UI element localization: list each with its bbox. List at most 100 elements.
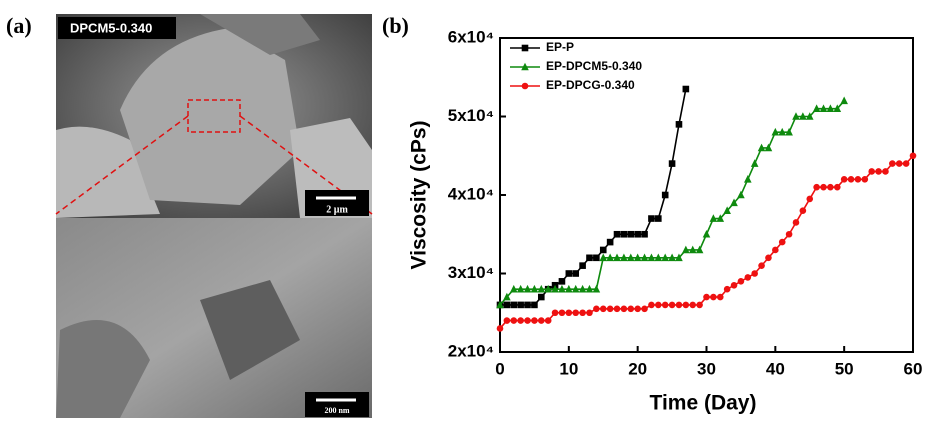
x-axis-label: Time (Day) xyxy=(650,392,757,415)
y-tick-label: 6x10⁴ xyxy=(448,27,494,46)
point xyxy=(731,282,738,289)
legend-label: EP-DPCG-0.340 xyxy=(546,78,635,92)
point xyxy=(517,302,524,309)
point xyxy=(614,231,621,238)
point xyxy=(813,184,820,191)
point xyxy=(724,286,731,293)
point xyxy=(683,86,690,93)
point xyxy=(641,306,648,313)
point xyxy=(703,230,711,238)
point xyxy=(634,306,641,313)
point xyxy=(621,306,628,313)
figure: (a) DPCM5-0.340 2 µm 200 nm (b) Time (Da… xyxy=(0,0,928,418)
point xyxy=(600,306,607,313)
y-tick-label: 5x10⁴ xyxy=(448,106,494,125)
point xyxy=(497,325,504,332)
point xyxy=(772,247,779,254)
point xyxy=(566,309,573,316)
sem-label: DPCM5-0.340 xyxy=(70,20,152,35)
point xyxy=(903,160,910,167)
point xyxy=(566,270,573,277)
point xyxy=(655,302,662,309)
point xyxy=(848,176,855,183)
point xyxy=(862,176,869,183)
point xyxy=(504,317,511,324)
legend-label: EP-P xyxy=(546,40,574,54)
point xyxy=(538,317,545,324)
x-tick-label: 40 xyxy=(766,359,785,378)
y-tick-label: 4x10⁴ xyxy=(448,184,494,203)
point xyxy=(882,168,889,175)
point xyxy=(703,294,710,301)
panel-label: (a) xyxy=(6,13,32,38)
point xyxy=(834,184,841,191)
y-axis-label: Viscosity (cPs) xyxy=(408,120,431,269)
point xyxy=(662,192,669,199)
point xyxy=(765,254,772,261)
point xyxy=(744,175,752,183)
point xyxy=(614,306,621,313)
x-tick-label: 30 xyxy=(697,359,716,378)
point xyxy=(751,159,759,167)
point xyxy=(593,255,600,262)
point xyxy=(607,306,614,313)
point xyxy=(504,302,511,309)
point xyxy=(806,196,813,203)
point xyxy=(559,309,566,316)
point xyxy=(820,184,827,191)
y-tick-label: 3x10⁴ xyxy=(448,263,494,282)
panel-label: (b) xyxy=(382,13,409,38)
point xyxy=(538,294,545,301)
point xyxy=(607,239,614,246)
point xyxy=(579,262,586,269)
point xyxy=(648,215,655,222)
point xyxy=(696,302,703,309)
point xyxy=(510,317,517,324)
x-tick-label: 10 xyxy=(559,359,578,378)
point xyxy=(683,302,690,309)
point xyxy=(648,302,655,309)
point xyxy=(510,302,517,309)
point xyxy=(737,191,745,199)
point xyxy=(710,294,717,301)
point xyxy=(779,239,786,246)
point xyxy=(517,317,524,324)
point xyxy=(524,317,531,324)
point xyxy=(600,247,607,254)
point xyxy=(676,302,683,309)
point xyxy=(758,262,765,269)
point xyxy=(552,309,559,316)
x-tick-label: 60 xyxy=(904,359,923,378)
point xyxy=(841,176,848,183)
legend-marker xyxy=(522,45,529,52)
point xyxy=(793,219,800,226)
scale-label: 2 µm xyxy=(326,204,348,215)
y-tick-label: 2x10⁴ xyxy=(448,341,494,360)
point xyxy=(572,309,579,316)
point xyxy=(896,160,903,167)
point xyxy=(641,231,648,238)
point xyxy=(572,270,579,277)
x-tick-label: 0 xyxy=(495,359,504,378)
point xyxy=(889,160,896,167)
point xyxy=(524,302,531,309)
point xyxy=(717,294,724,301)
point xyxy=(559,278,566,285)
point xyxy=(669,302,676,309)
point xyxy=(655,215,662,222)
point xyxy=(634,231,641,238)
point xyxy=(531,317,538,324)
point xyxy=(840,97,848,105)
point xyxy=(579,309,586,316)
legend-marker xyxy=(522,83,529,90)
point xyxy=(627,231,634,238)
x-tick-label: 20 xyxy=(628,359,647,378)
point xyxy=(786,231,793,238)
point xyxy=(855,176,862,183)
point xyxy=(621,231,628,238)
point xyxy=(545,317,552,324)
point xyxy=(593,306,600,313)
point xyxy=(875,168,882,175)
series-line xyxy=(500,101,844,305)
point xyxy=(751,270,758,277)
